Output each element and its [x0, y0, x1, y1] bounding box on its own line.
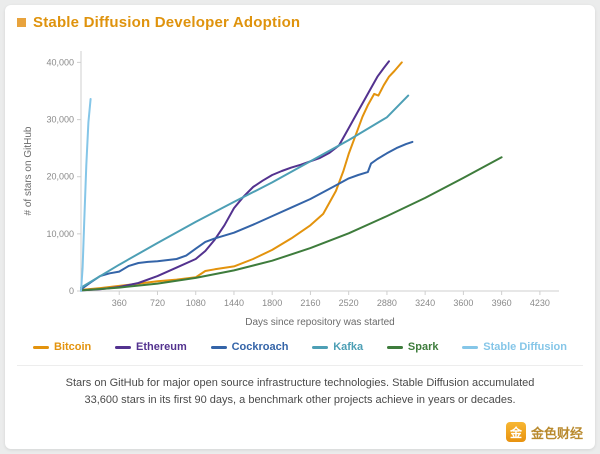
y-tick-label: 20,000	[46, 172, 74, 182]
series-line-stable-diffusion	[80, 98, 92, 292]
x-tick-label: 360	[112, 298, 127, 308]
x-tick-label: 2160	[300, 298, 320, 308]
legend-item-stable-diffusion: Stable Diffusion	[462, 341, 567, 353]
x-tick-label: 3240	[415, 298, 435, 308]
x-tick-label: 720	[150, 298, 165, 308]
x-axis-title: Days since repository was started	[245, 317, 395, 328]
x-tick-label: 1440	[224, 298, 244, 308]
x-tick-label: 2520	[339, 298, 359, 308]
title-accent-square	[17, 18, 26, 27]
series-line-spark	[80, 156, 503, 292]
x-tick-label: 4230	[530, 298, 550, 308]
legend-item-cockroach: Cockroach	[210, 341, 289, 353]
watermark: 金 金色财经	[505, 422, 583, 442]
legend-swatch	[386, 345, 403, 349]
legend-label: Stable Diffusion	[483, 341, 567, 353]
series-line-bitcoin	[80, 61, 403, 291]
y-axis-title: # of stars on GitHub	[23, 126, 34, 215]
watermark-text: 金色财经	[530, 425, 583, 441]
y-tick-label: 10,000	[46, 229, 74, 239]
page-title: Stable Diffusion Developer Adoption	[33, 14, 301, 31]
y-tick-label: 30,000	[46, 115, 74, 125]
legend-label: Cockroach	[231, 341, 289, 353]
header: Stable Diffusion Developer Adoption	[17, 14, 583, 31]
y-tick-label: 40,000	[46, 57, 74, 67]
legend-label: Bitcoin	[54, 341, 92, 353]
x-tick-label: 2880	[377, 298, 397, 308]
legend-item-bitcoin: Bitcoin	[33, 341, 91, 353]
x-tick-label: 3600	[453, 298, 473, 308]
chart: 0 10,000 20,000 30,000 40,000 360 720 1080 1440 1…	[17, 39, 583, 339]
legend-item-spark: Spark	[386, 341, 439, 353]
legend-swatch	[462, 345, 479, 349]
caption: Stars on GitHub for major open source in…	[17, 365, 583, 409]
x-tick-label: 1800	[262, 298, 282, 308]
legend-swatch	[210, 345, 227, 349]
series-line-kafka	[80, 94, 410, 289]
legend-swatch	[115, 345, 132, 349]
legend-label: Ethereum	[136, 341, 187, 353]
legend-label: Spark	[407, 341, 439, 353]
legend: Bitcoin Ethereum Cockroach Kafka Spark Stable…	[17, 341, 583, 353]
legend-swatch	[312, 345, 329, 349]
legend-label: Kafka	[333, 341, 364, 353]
legend-item-ethereum: Ethereum	[115, 341, 187, 353]
chart-card: Stable Diffusion Developer Adoption 0 10,…	[5, 5, 595, 449]
x-tick-label: 3960	[492, 298, 512, 308]
gold-coin-icon: 金	[505, 422, 526, 442]
series-line-ethereum	[80, 60, 390, 292]
series-line-cockroach	[80, 140, 414, 291]
chart-canvas: 0 10,000 20,000 30,000 40,000 360 720 1080 1440 1…	[23, 51, 559, 328]
x-tick-label: 1080	[186, 298, 206, 308]
y-tick-label: 0	[69, 286, 74, 296]
legend-swatch	[33, 345, 49, 349]
legend-item-kafka: Kafka	[312, 341, 363, 353]
